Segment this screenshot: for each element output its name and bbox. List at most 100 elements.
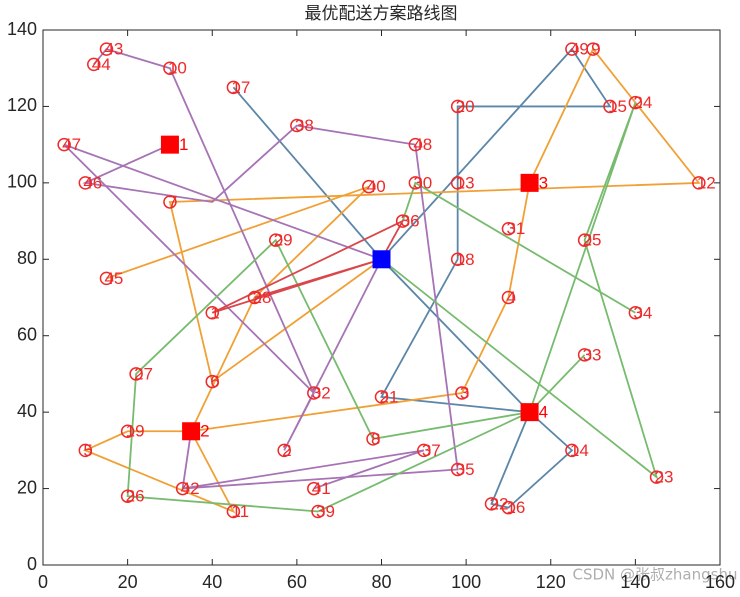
customer-label: 17 — [231, 78, 250, 97]
customer-label: 1 — [210, 303, 219, 322]
customer-point — [603, 99, 617, 114]
y-tick-label: 20 — [17, 477, 37, 497]
customer-label: 5 — [83, 441, 92, 460]
customer-label: 4 — [506, 288, 515, 307]
customer-label: 33 — [583, 345, 602, 364]
customer-label: 48 — [413, 135, 432, 154]
customer-label: 26 — [126, 487, 145, 506]
customer-label: 7 — [168, 192, 177, 211]
route-line — [401, 181, 636, 314]
customer-point — [408, 176, 423, 190]
customer-point — [99, 42, 114, 56]
y-tick-label: 100 — [7, 172, 37, 192]
customer-point — [175, 481, 190, 496]
x-tick-label: 0 — [38, 572, 48, 592]
depot-point — [182, 422, 201, 441]
y-tick-label: 140 — [7, 19, 37, 39]
customer-point — [226, 504, 241, 519]
customer-point — [692, 176, 706, 190]
customer-label: 2 — [282, 441, 291, 460]
route-line — [380, 47, 612, 414]
route-line — [182, 449, 425, 490]
customer-point — [311, 504, 325, 519]
y-tick-label: 120 — [7, 95, 37, 115]
customer-point — [362, 179, 376, 194]
customer-label: 29 — [274, 231, 293, 250]
customer-label: 10 — [168, 59, 187, 78]
customer-label: 38 — [295, 116, 314, 135]
customer-label: 19 — [126, 422, 145, 441]
customer-point — [120, 424, 135, 438]
y-tick-label: 0 — [27, 554, 37, 574]
customer-point — [649, 470, 664, 484]
customer-label: 28 — [253, 288, 272, 307]
customer-label: 8 — [371, 429, 380, 448]
customer-label: 46 — [83, 173, 102, 192]
x-tick-label: 20 — [118, 572, 138, 592]
customer-label: 20 — [456, 97, 475, 116]
customer-point — [99, 271, 114, 286]
customer-point — [501, 290, 516, 305]
x-tick-label: 80 — [371, 572, 391, 592]
customer-point — [366, 432, 380, 446]
customer-point — [577, 348, 592, 362]
customer-point — [450, 99, 465, 114]
customer-label: 27 — [134, 364, 153, 383]
customer-label: 14 — [570, 441, 589, 460]
route-line — [93, 48, 383, 451]
customer-point — [307, 386, 321, 400]
customer-label: 35 — [456, 460, 475, 479]
customer-label: 37 — [422, 441, 441, 460]
customer-label: 31 — [506, 219, 525, 238]
customer-label: 36 — [401, 212, 420, 231]
depot-point — [520, 173, 539, 192]
customer-point — [628, 306, 643, 320]
customer-point — [57, 137, 71, 152]
y-tick-label: 80 — [17, 248, 37, 268]
route-line — [106, 185, 370, 432]
customer-point — [628, 95, 643, 110]
customer-label: 41 — [312, 479, 331, 498]
customer-point — [501, 221, 516, 236]
customer-point — [163, 195, 177, 209]
route-line — [490, 411, 574, 509]
customer-point — [565, 443, 579, 458]
customer-label: 18 — [456, 250, 475, 269]
depot-point — [160, 135, 179, 154]
customer-point — [450, 462, 465, 477]
customer-point — [501, 500, 516, 515]
x-tick-label: 100 — [451, 572, 481, 592]
x-tick-label: 120 — [536, 572, 566, 592]
route-line — [63, 143, 382, 394]
route-line — [83, 182, 531, 514]
customer-point — [450, 176, 465, 190]
customer-point — [247, 290, 262, 305]
route-line — [380, 102, 659, 480]
customer-point — [408, 137, 423, 152]
customer-point — [163, 61, 177, 75]
route-line — [211, 219, 405, 314]
customer-point — [277, 443, 291, 458]
y-tick-label: 40 — [17, 401, 37, 421]
customer-point — [484, 497, 499, 511]
customer-label: 44 — [92, 55, 111, 74]
route-line — [168, 47, 701, 384]
center-point — [372, 250, 391, 269]
customer-label: 49 — [570, 40, 589, 59]
customer-label: 13 — [456, 173, 475, 192]
depot-label: 4 — [539, 403, 548, 422]
customer-point — [374, 390, 389, 404]
customer-label: 32 — [312, 384, 331, 403]
depot-point — [520, 403, 539, 422]
chart-title: 最优配送方案路线图 — [305, 4, 458, 24]
customer-label: 43 — [104, 40, 123, 59]
depot-label: 1 — [179, 135, 188, 154]
customer-label: 3 — [460, 384, 469, 403]
customer-point — [565, 42, 579, 56]
x-tick-label: 160 — [705, 572, 735, 592]
customer-point — [120, 489, 135, 503]
customer-label: 34 — [633, 303, 652, 322]
watermark: CSDN @张叔zhangshu — [573, 566, 738, 584]
customer-point — [417, 443, 431, 458]
customer-label: 21 — [380, 387, 399, 406]
